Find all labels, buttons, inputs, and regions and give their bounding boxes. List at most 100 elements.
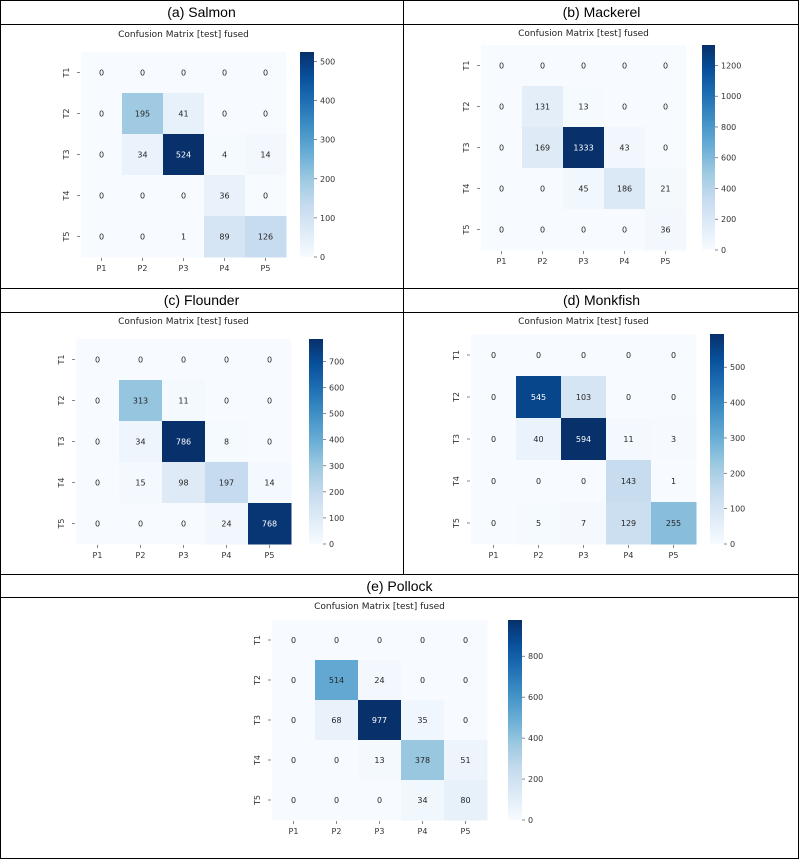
heatmap-cell — [163, 175, 205, 217]
chart-title: Confusion Matrix [test] fused — [118, 317, 249, 327]
heatmap-cell — [401, 780, 445, 821]
cell-value-label: 594 — [576, 435, 591, 444]
cell-value-label: 34 — [417, 796, 427, 805]
column-tick-label: P4 — [220, 264, 230, 273]
heatmap-cell — [471, 502, 517, 545]
cell-value-label: 40 — [533, 435, 543, 444]
cell-value-label: 34 — [135, 438, 145, 447]
heatmap-cell — [248, 421, 292, 463]
cell-value-label: 0 — [581, 351, 586, 360]
cell-value-label: 0 — [663, 144, 668, 153]
column-tick-label: P3 — [179, 551, 189, 560]
cell-value-label: 1 — [671, 477, 676, 486]
heatmap-cell — [245, 216, 287, 258]
cell-value-label: 0 — [491, 519, 496, 528]
heatmap-cell — [358, 700, 402, 741]
cell-value-label: 143 — [621, 477, 636, 486]
cell-value-label: 24 — [221, 520, 231, 529]
cell-value-label: 313 — [133, 397, 148, 406]
colorbar-tick-label: 200 — [730, 469, 745, 478]
cell-value-label: 0 — [536, 351, 541, 360]
row-divider — [0, 288, 799, 289]
cell-value-label: 0 — [291, 716, 296, 725]
cell-value-label: 0 — [581, 62, 586, 71]
row-tick-label: T5 — [62, 232, 71, 243]
heatmap-cell — [481, 168, 523, 210]
cell-value-label: 169 — [535, 144, 550, 153]
cell-value-label: 0 — [491, 435, 496, 444]
colorbar — [508, 620, 522, 820]
chart-title: Confusion Matrix [test] fused — [518, 29, 649, 39]
heatmap-cell — [651, 418, 697, 461]
colorbar-tick-label: 0 — [320, 253, 325, 262]
cell-value-label: 14 — [264, 479, 274, 488]
cell-value-label: 0 — [622, 103, 627, 112]
heatmap-cell — [315, 740, 359, 781]
header-divider — [0, 312, 799, 313]
cell-value-label: 0 — [491, 393, 496, 402]
heatmap-cell — [122, 93, 164, 135]
cell-value-label: 0 — [671, 393, 676, 402]
colorbar-tick-label: 500 — [329, 410, 344, 419]
confusion-matrix-mackerel: Confusion Matrix [test] fused 0 0 0 0 0 0 131 13… — [462, 29, 741, 266]
row-tick-label: T1 — [62, 68, 71, 79]
colorbar-tick-label: 100 — [320, 214, 335, 223]
heatmap-cell — [315, 620, 359, 661]
cell-value-label: 0 — [626, 351, 631, 360]
column-tick-label: P3 — [179, 264, 189, 273]
cell-value-label: 0 — [377, 796, 382, 805]
heatmap-cell — [516, 460, 562, 503]
cell-value-label: 126 — [258, 233, 273, 242]
header-divider — [0, 597, 799, 598]
heatmap-cell — [563, 45, 605, 87]
colorbar-tick-label: 200 — [329, 488, 344, 497]
colorbar-tick-label: 300 — [320, 136, 335, 145]
cell-value-label: 0 — [222, 69, 227, 78]
cell-value-label: 0 — [291, 756, 296, 765]
heatmap-cell — [205, 380, 249, 422]
cell-value-label: 0 — [99, 192, 104, 201]
chart-title: Confusion Matrix [test] fused — [314, 602, 445, 612]
cell-value-label: 0 — [540, 226, 545, 235]
chart-title: Confusion Matrix [test] fused — [518, 317, 649, 327]
cell-value-label: 0 — [138, 520, 143, 529]
heatmap-cell — [522, 45, 564, 87]
cell-value-label: 13 — [578, 103, 588, 112]
heatmap-cell — [358, 620, 402, 661]
heatmap-cell — [76, 503, 120, 545]
cell-value-label: 7 — [581, 519, 586, 528]
heatmap-cell — [606, 334, 652, 377]
heatmap-cell — [651, 376, 697, 419]
colorbar — [309, 339, 323, 544]
cell-value-label: 51 — [460, 756, 470, 765]
heatmap-cell — [606, 502, 652, 545]
cell-value-label: 21 — [660, 185, 670, 194]
heatmap-cell — [122, 175, 164, 217]
colorbar-tick-label: 400 — [730, 399, 745, 408]
heatmap-cell — [444, 620, 488, 661]
colorbar-tick-label: 100 — [730, 505, 745, 514]
heatmap-cell — [205, 339, 249, 381]
colorbar-tick-label: 800 — [528, 652, 543, 661]
cell-value-label: 0 — [499, 103, 504, 112]
cell-value-label: 0 — [140, 69, 145, 78]
heatmap-cell — [561, 502, 607, 545]
heatmap-cell — [561, 460, 607, 503]
heatmap-cell — [162, 339, 206, 381]
heatmap-cell — [119, 503, 163, 545]
column-tick-label: P4 — [418, 827, 428, 836]
heatmap-cell — [272, 620, 316, 661]
row-tick-label: T2 — [57, 396, 66, 407]
cell-value-label: 0 — [420, 676, 425, 685]
heatmap-cell — [248, 503, 292, 545]
heatmap-cell — [561, 376, 607, 419]
heatmap-cell — [645, 209, 687, 251]
cell-value-label: 0 — [291, 676, 296, 685]
row-tick-label: T4 — [57, 478, 66, 489]
colorbar-tick-label: 800 — [721, 123, 736, 132]
heatmap-cell — [272, 700, 316, 741]
cell-value-label: 0 — [222, 110, 227, 119]
colorbar-tick-label: 400 — [320, 97, 335, 106]
heatmap-cell — [248, 380, 292, 422]
